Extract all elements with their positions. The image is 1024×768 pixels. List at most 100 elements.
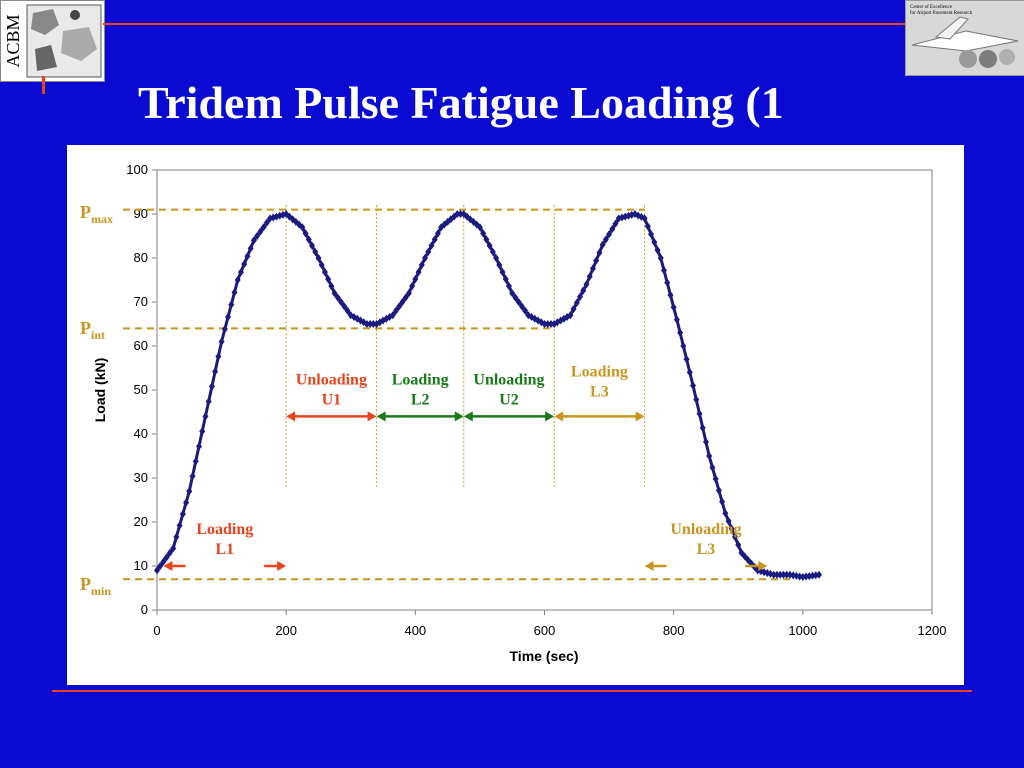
data-point-marker	[493, 254, 500, 262]
data-point-marker	[380, 316, 387, 325]
data-point-marker	[648, 230, 655, 239]
data-point-marker	[170, 544, 177, 553]
data-point-marker	[218, 337, 225, 346]
data-point-marker	[189, 472, 196, 481]
y-axis-title: Load (kN)	[92, 358, 108, 423]
phase-arrowhead-right	[277, 561, 287, 571]
data-point-marker	[528, 312, 535, 321]
phase-arrowhead-right	[545, 411, 555, 422]
data-point-marker	[544, 320, 551, 328]
data-point-marker	[457, 210, 464, 218]
data-point-marker	[325, 275, 332, 284]
data-point-marker	[454, 210, 461, 218]
data-point-marker	[699, 423, 706, 432]
data-point-marker	[334, 293, 341, 302]
x-tick-label: 0	[153, 623, 160, 638]
pmax-label: Pmax	[80, 202, 113, 226]
data-point-marker	[363, 320, 370, 328]
data-point-marker	[195, 442, 202, 451]
excellence-center-logo-graphic: Center of Excellence for Airport Pavemen…	[910, 5, 1019, 68]
data-point-marker	[250, 236, 257, 245]
phase-arrowhead-left	[554, 411, 564, 422]
phase-label-line2: L3	[590, 383, 609, 400]
phase-label-line2: L2	[411, 391, 430, 408]
data-point-marker	[166, 548, 173, 557]
y-tick-label: 100	[126, 162, 148, 177]
data-point-marker	[815, 570, 822, 579]
data-point-marker	[370, 320, 377, 328]
chart-panel: 0 10 20 30 40 50 60 70 80 90 100 0 200 400 600 800 1000 1…	[67, 145, 964, 685]
y-tick-label: 10	[134, 558, 148, 573]
data-point-marker	[338, 298, 345, 306]
data-point-marker	[422, 254, 429, 262]
data-point-marker	[205, 397, 212, 406]
data-point-marker	[273, 212, 280, 221]
data-point-marker	[341, 302, 348, 311]
data-point-marker	[163, 553, 170, 562]
data-point-marker	[764, 569, 771, 578]
logo-right-line1: Center of Excellence	[910, 5, 953, 10]
phase-arrowhead-right	[758, 561, 768, 571]
data-point-marker	[709, 463, 716, 472]
data-point-marker	[728, 525, 735, 534]
x-axis-title: Time (sec)	[510, 648, 579, 664]
data-point-marker	[428, 241, 435, 250]
data-point-marker	[415, 268, 422, 277]
data-point-marker	[793, 571, 800, 580]
data-point-marker	[538, 318, 545, 327]
data-point-marker	[673, 315, 680, 324]
data-point-marker	[683, 355, 690, 364]
data-point-marker	[389, 311, 396, 320]
data-point-marker	[712, 474, 719, 483]
x-tick-label: 400	[404, 623, 426, 638]
data-point-marker	[635, 211, 642, 220]
data-point-marker	[696, 409, 703, 418]
data-point-marker	[777, 570, 784, 579]
data-point-marker	[602, 235, 609, 244]
data-point-marker	[732, 532, 739, 541]
y-tick-label: 50	[134, 382, 148, 397]
data-point-marker	[573, 298, 580, 307]
data-point-marker	[231, 288, 238, 297]
data-point-marker	[247, 244, 254, 253]
data-point-marker	[392, 306, 399, 315]
data-point-marker	[660, 266, 667, 275]
data-point-marker	[396, 302, 403, 311]
data-point-marker	[312, 247, 319, 256]
phase-arrowhead-left	[376, 411, 386, 422]
data-point-marker	[176, 521, 183, 530]
pmin-label-sub: min	[91, 584, 111, 598]
data-point-marker	[350, 312, 357, 321]
data-point-marker	[157, 562, 164, 570]
data-point-marker	[667, 290, 674, 299]
data-point-marker	[344, 306, 351, 315]
data-point-marker	[502, 275, 509, 284]
data-point-marker	[547, 320, 554, 328]
data-point-marker	[208, 382, 215, 391]
data-point-marker	[183, 498, 190, 507]
data-point-marker	[761, 568, 768, 577]
y-tick-label: 90	[134, 206, 148, 221]
data-point-marker	[299, 223, 306, 232]
data-point-marker	[599, 240, 606, 249]
data-point-marker	[244, 252, 251, 261]
data-point-marker	[589, 264, 596, 273]
data-point-marker	[783, 570, 790, 579]
data-point-marker	[518, 302, 525, 311]
top-accent-rule	[103, 23, 905, 25]
phase-arrowhead-left	[644, 561, 654, 571]
data-point-marker	[719, 497, 726, 506]
data-point-marker	[767, 569, 774, 578]
data-point-marker	[199, 427, 206, 436]
data-point-marker	[619, 213, 625, 222]
data-point-marker	[593, 256, 600, 265]
pint-label-main: P	[80, 318, 91, 338]
data-point-marker	[577, 292, 584, 301]
data-point-marker	[522, 306, 529, 315]
y-tick-label: 40	[134, 426, 148, 441]
data-point-marker	[596, 248, 603, 257]
data-point-marker	[270, 213, 277, 222]
guide-lines	[123, 205, 794, 581]
data-point-marker	[651, 238, 658, 247]
